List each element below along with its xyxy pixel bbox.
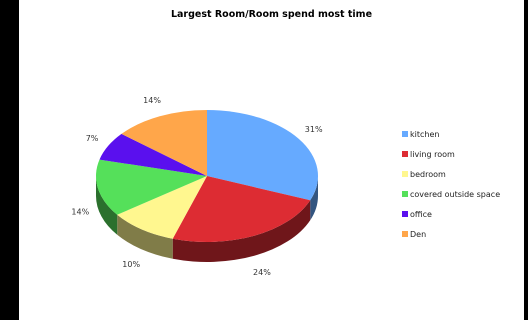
pie-slice-5: [121, 110, 207, 176]
pie-label-3: 14%: [71, 208, 89, 217]
pie-slice-0: [207, 110, 319, 201]
legend-swatch: [402, 191, 408, 197]
pie-slice-4: [99, 133, 207, 176]
pie-side-3: [96, 176, 118, 235]
chart-panel: Largest Room/Room spend most time 31% 24%…: [19, 0, 524, 320]
legend-item: kitchen: [402, 124, 500, 144]
pie-side-1: [172, 200, 311, 262]
legend: kitchen living room bedroom covered outside…: [402, 124, 500, 244]
legend-label: office: [410, 209, 432, 219]
legend-item: covered outside space: [402, 184, 500, 204]
pie-label-5: 14%: [143, 96, 161, 105]
pie-side-0: [310, 176, 318, 221]
legend-item: bedroom: [402, 164, 500, 184]
pie-label-2: 10%: [122, 260, 140, 269]
legend-label: living room: [410, 149, 455, 159]
legend-swatch: [402, 211, 408, 217]
pie-label-4: 7%: [86, 134, 99, 143]
legend-item: office: [402, 204, 500, 224]
pie-label-1: 24%: [253, 268, 271, 277]
legend-label: Den: [410, 229, 427, 239]
pie-label-0: 31%: [305, 125, 323, 134]
pie-slice-1: [172, 176, 311, 242]
pie-slice-2: [117, 176, 207, 239]
legend-label: covered outside space: [410, 189, 501, 199]
legend-swatch: [402, 171, 408, 177]
legend-swatch: [402, 231, 408, 237]
legend-item: living room: [402, 144, 500, 164]
pie-side-2: [117, 214, 173, 259]
legend-label: kitchen: [410, 129, 440, 139]
pie-slice-3: [96, 159, 207, 215]
legend-swatch: [402, 151, 408, 157]
legend-label: bedroom: [410, 169, 446, 179]
chart-title: Largest Room/Room spend most time: [170, 9, 373, 20]
legend-swatch: [402, 131, 408, 137]
legend-item: Den: [402, 224, 500, 244]
pie-chart: 31% 24% 10% 14% 7% 14%: [71, 96, 323, 277]
